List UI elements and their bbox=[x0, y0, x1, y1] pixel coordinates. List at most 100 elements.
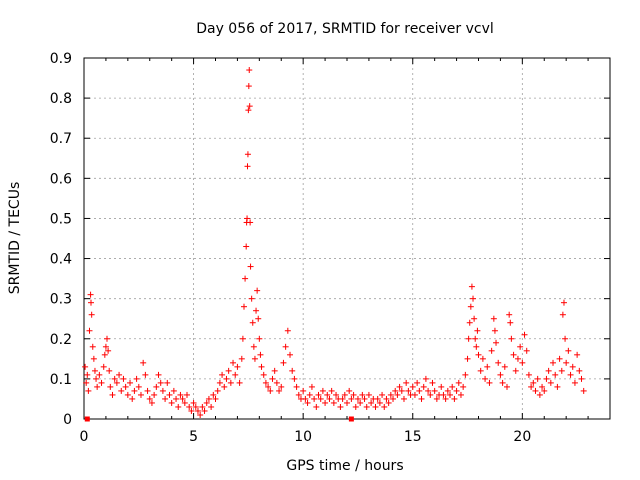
data-point bbox=[166, 391, 173, 398]
y-tick-label: 0.4 bbox=[50, 252, 72, 268]
data-point bbox=[124, 391, 131, 398]
data-point bbox=[280, 359, 287, 366]
x-tick-label: 20 bbox=[513, 429, 531, 445]
data-point bbox=[216, 379, 223, 386]
data-point bbox=[86, 327, 93, 334]
data-point bbox=[508, 335, 515, 342]
data-point bbox=[438, 383, 445, 390]
data-point bbox=[101, 351, 108, 358]
data-point bbox=[580, 387, 587, 394]
data-point bbox=[245, 107, 252, 114]
data-point bbox=[440, 391, 447, 398]
data-point bbox=[464, 355, 471, 362]
data-point bbox=[381, 403, 388, 410]
data-point bbox=[484, 363, 491, 370]
data-point bbox=[246, 103, 253, 110]
data-point bbox=[306, 391, 313, 398]
data-point bbox=[556, 355, 563, 362]
data-point bbox=[201, 407, 208, 414]
data-point bbox=[118, 387, 125, 394]
data-point bbox=[519, 359, 526, 366]
data-point bbox=[244, 163, 251, 170]
data-point bbox=[291, 375, 298, 382]
data-point bbox=[559, 311, 566, 318]
data-point bbox=[422, 375, 429, 382]
data-point bbox=[517, 343, 524, 350]
data-point bbox=[289, 367, 296, 374]
data-point bbox=[474, 327, 481, 334]
y-tick-label: 0.9 bbox=[50, 51, 72, 67]
data-point bbox=[109, 391, 116, 398]
y-tick-label: 0.1 bbox=[50, 372, 72, 388]
data-point bbox=[482, 375, 489, 382]
data-point bbox=[470, 295, 477, 302]
data-point bbox=[162, 395, 169, 402]
data-point bbox=[396, 383, 403, 390]
data-point bbox=[87, 291, 94, 298]
data-point bbox=[357, 399, 364, 406]
data-point-zero bbox=[84, 416, 90, 422]
data-point bbox=[273, 379, 280, 386]
data-point bbox=[465, 335, 472, 342]
data-points bbox=[82, 67, 587, 422]
data-point bbox=[574, 351, 581, 358]
data-point bbox=[506, 311, 513, 318]
data-point bbox=[258, 363, 265, 370]
data-point bbox=[249, 319, 256, 326]
data-point bbox=[89, 343, 96, 350]
data-point bbox=[203, 399, 210, 406]
data-point bbox=[565, 347, 572, 354]
data-point bbox=[558, 367, 565, 374]
data-point bbox=[376, 399, 383, 406]
data-point bbox=[457, 391, 464, 398]
data-point bbox=[88, 299, 95, 306]
data-point bbox=[442, 395, 449, 402]
data-point bbox=[173, 395, 180, 402]
data-point bbox=[578, 375, 585, 382]
x-tick-label: 0 bbox=[80, 429, 89, 445]
data-point bbox=[85, 387, 92, 394]
data-point bbox=[295, 391, 302, 398]
data-point bbox=[192, 403, 199, 410]
data-point bbox=[455, 379, 462, 386]
data-point bbox=[100, 363, 107, 370]
x-tick-label: 15 bbox=[404, 429, 422, 445]
data-point bbox=[433, 395, 440, 402]
data-point bbox=[507, 319, 514, 326]
data-point bbox=[214, 387, 221, 394]
data-point bbox=[339, 395, 346, 402]
data-point bbox=[83, 379, 90, 386]
data-point bbox=[232, 371, 239, 378]
data-point bbox=[499, 379, 506, 386]
data-point bbox=[431, 387, 438, 394]
data-point bbox=[576, 367, 583, 374]
data-point bbox=[194, 407, 201, 414]
data-point bbox=[490, 315, 497, 322]
data-point bbox=[475, 351, 482, 358]
data-point bbox=[503, 383, 510, 390]
data-point bbox=[157, 379, 164, 386]
data-point bbox=[248, 295, 255, 302]
data-point-zero bbox=[348, 416, 354, 422]
data-point bbox=[337, 403, 344, 410]
data-point bbox=[468, 283, 475, 290]
data-point bbox=[429, 379, 436, 386]
data-point bbox=[120, 375, 127, 382]
data-point bbox=[302, 395, 309, 402]
data-point bbox=[501, 363, 508, 370]
data-point bbox=[348, 395, 355, 402]
data-point bbox=[131, 387, 138, 394]
data-point bbox=[521, 331, 528, 338]
data-point bbox=[467, 303, 474, 310]
data-point bbox=[486, 379, 493, 386]
data-point bbox=[545, 367, 552, 374]
data-point bbox=[271, 367, 278, 374]
data-point bbox=[257, 351, 264, 358]
data-point bbox=[225, 367, 232, 374]
data-point bbox=[392, 387, 399, 394]
data-point bbox=[96, 371, 103, 378]
data-point bbox=[491, 327, 498, 334]
data-point bbox=[460, 383, 467, 390]
y-tick-label: 0.2 bbox=[50, 332, 72, 348]
data-point bbox=[256, 335, 263, 342]
